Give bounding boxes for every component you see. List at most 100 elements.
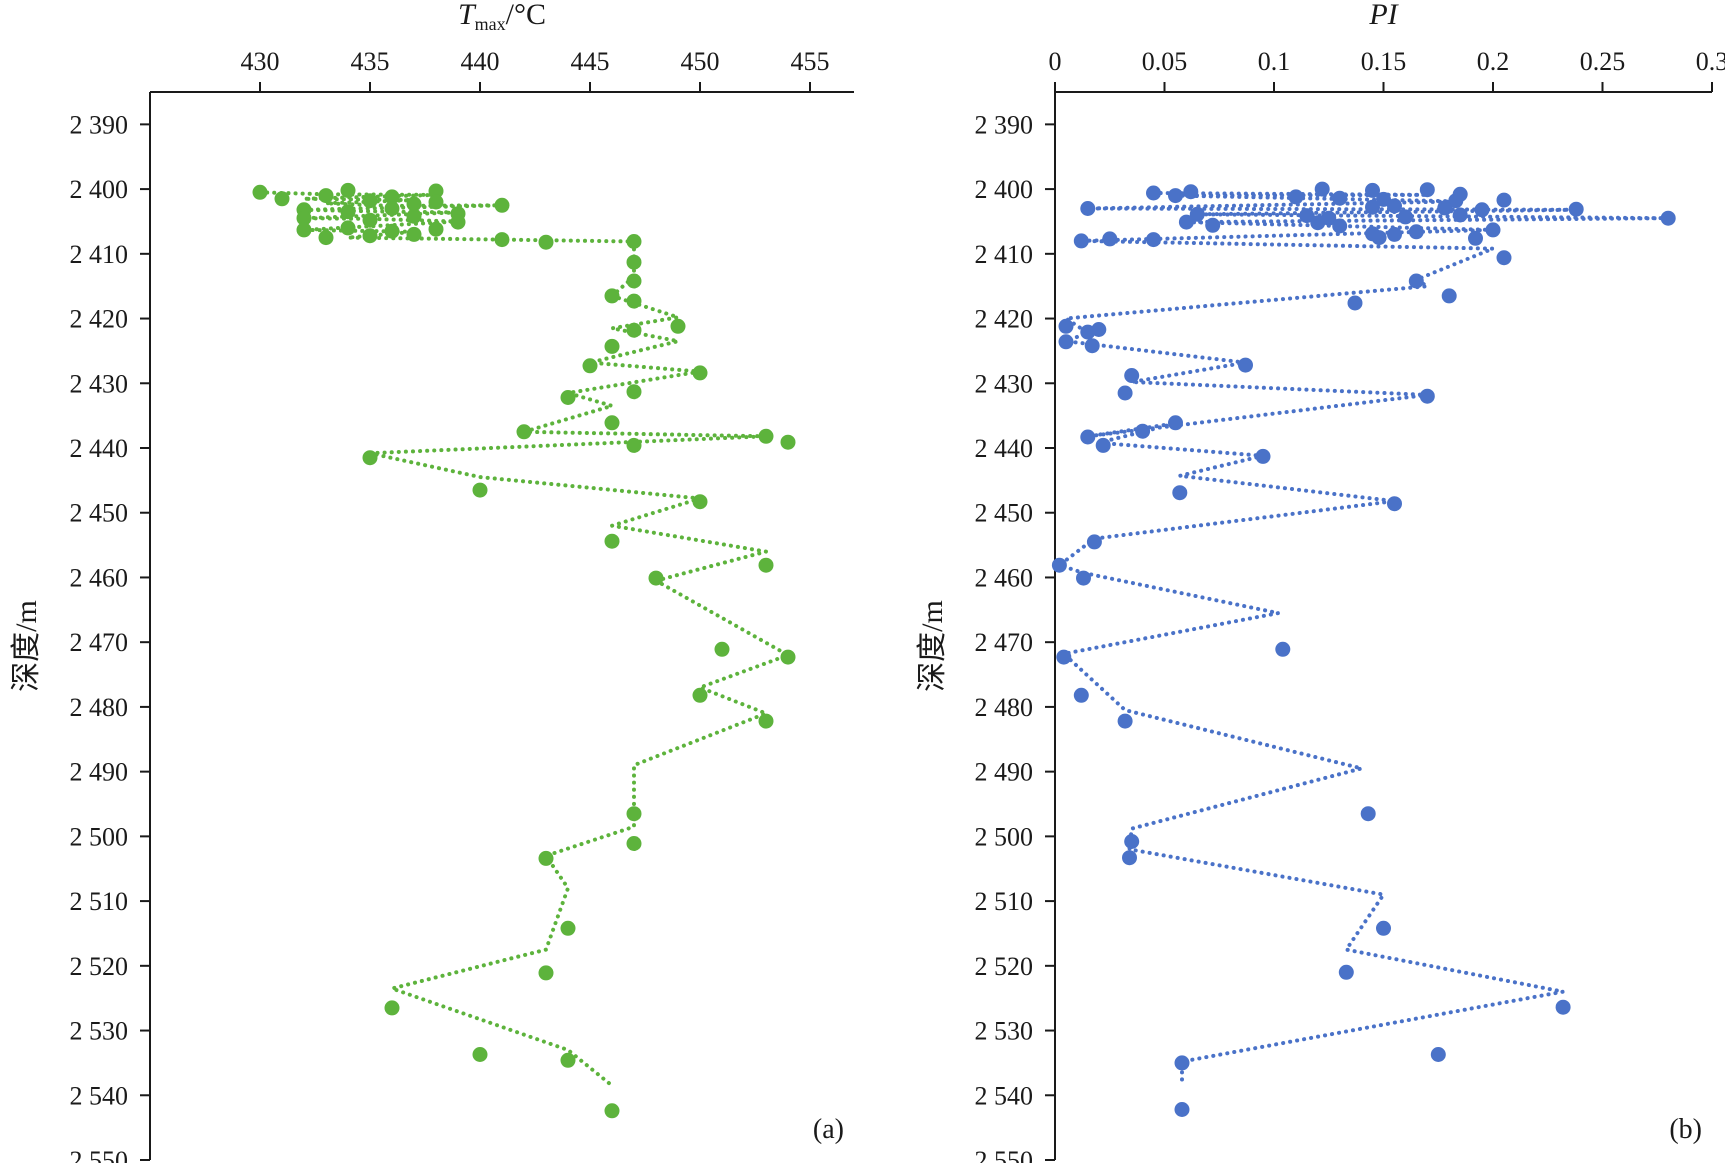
data-point (1496, 192, 1512, 208)
y-axis-title: 深度/m (10, 600, 43, 692)
data-point (406, 226, 422, 242)
data-point (626, 437, 642, 453)
data-point (1058, 334, 1074, 350)
data-point (1555, 999, 1571, 1015)
data-point (1205, 217, 1221, 233)
data-point (626, 273, 642, 289)
y-tick-label: 2 530 (975, 1017, 1034, 1046)
data-point (626, 806, 642, 822)
data-point (428, 183, 444, 199)
data-point (1371, 230, 1387, 246)
data-point (1419, 388, 1435, 404)
data-point (1238, 357, 1253, 373)
y-tick-label: 2 390 (70, 110, 129, 139)
data-point (472, 1047, 488, 1062)
panel-label: (b) (1669, 1114, 1702, 1145)
x-tick-label: 0.25 (1580, 47, 1626, 76)
data-point (1310, 215, 1326, 231)
data-point (758, 428, 774, 444)
data-point (1124, 834, 1140, 849)
x-tick-label: 455 (791, 47, 830, 76)
y-tick-label: 2 510 (70, 887, 129, 916)
y-tick-label: 2 540 (975, 1081, 1034, 1110)
data-point (1080, 201, 1096, 216)
data-point (780, 434, 796, 450)
y-tick-label: 2 550 (975, 1146, 1034, 1163)
data-point (1102, 231, 1118, 247)
data-point (1332, 190, 1348, 206)
x-axis-title-main: T (458, 0, 477, 31)
y-tick-label: 2 550 (70, 1146, 129, 1163)
y-tick-label: 2 510 (975, 887, 1034, 916)
data-point (626, 234, 642, 249)
data-point (362, 450, 378, 466)
x-axis-title-main: PI (1368, 0, 1399, 31)
x-tick-label: 0 (1049, 47, 1062, 76)
data-point (296, 222, 312, 238)
data-point (1660, 210, 1676, 226)
data-point (1347, 295, 1363, 311)
data-point (604, 338, 620, 354)
y-tick-label: 2 530 (70, 1017, 129, 1046)
data-point (472, 482, 488, 498)
data-point (560, 390, 576, 405)
data-point (626, 293, 642, 309)
x-tick-label: 435 (351, 47, 390, 76)
data-point (780, 649, 796, 665)
data-point (1332, 218, 1348, 234)
data-point (626, 322, 642, 338)
data-point (626, 836, 642, 851)
data-point (670, 318, 686, 334)
x-axis-title: Tmax/°C (458, 0, 546, 34)
data-point (582, 358, 598, 374)
data-point (626, 384, 642, 400)
y-tick-label: 2 400 (975, 175, 1034, 204)
data-point (1408, 224, 1424, 240)
y-tick-label: 2 470 (70, 628, 129, 657)
y-tick-label: 2 440 (70, 434, 129, 463)
data-point (758, 713, 774, 729)
data-point (340, 220, 356, 236)
data-point (604, 288, 620, 304)
data-point (1183, 184, 1199, 200)
y-tick-label: 2 400 (70, 175, 129, 204)
data-point (1189, 206, 1205, 222)
y-axis-title: 深度/m (916, 600, 949, 692)
data-point (340, 204, 356, 220)
y-tick-label: 2 450 (975, 499, 1034, 528)
data-point (1419, 182, 1435, 198)
y-tick-label: 2 490 (70, 758, 129, 787)
y-tick-label: 2 540 (70, 1081, 129, 1110)
x-tick-label: 0.1 (1258, 47, 1291, 76)
y-tick-label: 2 460 (70, 563, 129, 592)
data-point (1376, 191, 1391, 207)
y-tick-label: 2 500 (70, 822, 129, 851)
y-tick-label: 2 430 (975, 369, 1034, 398)
data-point (1448, 193, 1464, 209)
data-point (1387, 198, 1402, 214)
data-point (604, 1103, 620, 1119)
data-point (1056, 649, 1072, 665)
data-point (1080, 429, 1096, 445)
data-point (1255, 448, 1271, 464)
y-tick-label: 2 520 (70, 952, 129, 981)
data-point (1122, 850, 1137, 866)
data-point (406, 196, 422, 212)
data-point (362, 193, 378, 209)
data-point (1485, 222, 1501, 238)
data-point (1135, 423, 1151, 439)
data-point (692, 494, 708, 510)
y-tick-label: 2 390 (975, 110, 1034, 139)
data-point (1568, 201, 1584, 217)
data-point (384, 1000, 400, 1016)
data-point (1468, 230, 1483, 246)
data-point (538, 234, 554, 250)
data-point (362, 228, 378, 244)
x-axis-title-subscript: max (475, 14, 506, 34)
data-point (1058, 318, 1074, 334)
x-tick-label: 0.3 (1696, 47, 1725, 76)
data-point (538, 850, 554, 866)
y-tick-label: 2 420 (70, 305, 129, 334)
data-point (1095, 437, 1111, 453)
data-point (1086, 534, 1102, 550)
